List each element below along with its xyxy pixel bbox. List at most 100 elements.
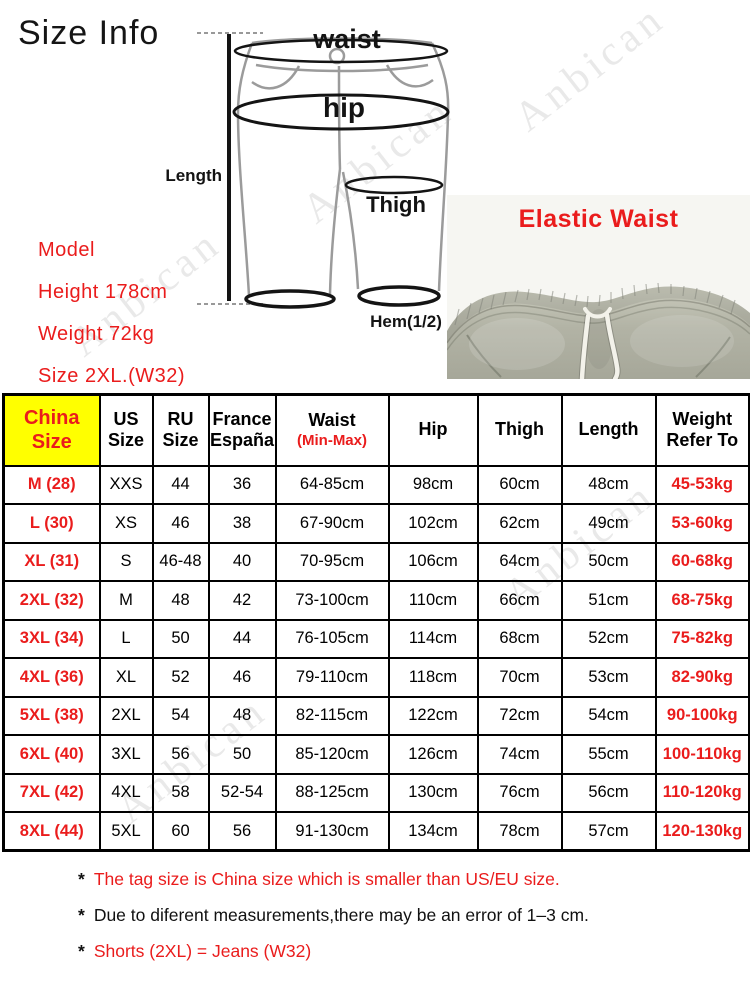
table-cell: 70cm [476,657,563,698]
table-cell: 76cm [476,772,563,813]
table-cell: 118cm [387,657,479,698]
table-cell: 85-120cm [274,734,390,775]
table-cell: 51cm [560,580,657,621]
header-length: Length [560,393,657,467]
note-text: Shorts (2XL) = Jeans (W32) [93,941,312,961]
note-text: Due to diferent measurements,there may b… [93,905,589,925]
table-cell: 75-82kg [654,618,750,659]
hem-label: Hem(1/2) [370,312,442,331]
elastic-waist-photo: Elastic Waist [447,195,750,379]
table-cell: 68cm [476,618,563,659]
table-cell: XL (31) [2,541,101,582]
table-cell: 45-53kg [654,464,750,505]
table-row: 8XL (44) 5XL 60 56 91-130cm 134cm 78cm 57cm 120-… [2,811,750,852]
table-cell: 6XL (40) [2,734,101,775]
length-label: Length [165,166,222,185]
table-cell: 74cm [476,734,563,775]
table-cell: 48 [151,580,210,621]
pocket-slit-right [695,336,731,378]
table-cell: 82-90kg [654,657,750,698]
table-cell: 64-85cm [274,464,390,505]
header-ru-size: RU Size [151,393,210,467]
table-cell: 70-95cm [274,541,390,582]
table-cell: 114cm [387,618,479,659]
table-cell: 7XL (42) [2,772,101,813]
table-row: 7XL (42) 4XL 58 52-54 88-125cm 130cm 76cm 56cm 1… [2,772,750,813]
table-cell: 100-110kg [654,734,750,775]
table-row: XL (31) S 46-48 40 70-95cm 106cm 64cm 50cm 60-68… [2,541,750,582]
model-info-line: Model [38,239,95,261]
table-cell: 4XL (36) [2,657,101,698]
hip-ellipse [232,93,450,131]
header-waist: Waist (Min-Max) [274,393,390,467]
table-cell: 40 [207,541,277,582]
table-row: L (30) XS 46 38 67-90cm 102cm 62cm 49cm 53-60kg [2,503,750,544]
table-cell: 3XL [98,734,154,775]
header-france: France España [207,393,277,467]
table-cell: 38 [207,503,277,544]
table-cell: 52 [151,657,210,698]
header-subline: (Min-Max) [297,432,367,450]
table-cell: 78cm [476,811,563,852]
table-cell: 88-125cm [274,772,390,813]
thigh-ellipse [344,175,444,195]
size-table-body: M (28) XXS 44 36 64-85cm 98cm 60cm 48cm 45-53kg L… [2,464,750,852]
table-cell: 5XL [98,811,154,852]
footnotes: * The tag size is China size which is sma… [78,869,589,977]
note-text: The tag size is China size which is smal… [93,869,560,889]
table-cell: 98cm [387,464,479,505]
table-cell: 2XL (32) [2,580,101,621]
note: * Shorts (2XL) = Jeans (W32) [78,941,589,962]
note-marker: * [78,905,85,925]
table-cell: 82-115cm [274,695,390,736]
table-cell: 50 [151,618,210,659]
header-line: China [23,407,80,430]
table-cell: 44 [151,464,210,505]
table-cell: 110cm [387,580,479,621]
model-info-line: Height 178cm [38,281,168,303]
table-cell: 36 [207,464,277,505]
hem-right-ellipse [357,285,441,307]
table-cell: L (30) [2,503,101,544]
table-cell: 46 [151,503,210,544]
table-cell: 106cm [387,541,479,582]
table-cell: 120-130kg [654,811,750,852]
table-cell: 48cm [560,464,657,505]
table-cell: 130cm [387,772,479,813]
table-cell: 73-100cm [274,580,390,621]
table-row: M (28) XXS 44 36 64-85cm 98cm 60cm 48cm 45-53kg [2,464,750,505]
photo-caption: Elastic Waist [518,205,679,233]
table-row: 4XL (36) XL 52 46 79-110cm 118cm 70cm 53cm 82-90… [2,657,750,698]
table-cell: 4XL [98,772,154,813]
note-marker: * [78,869,85,889]
table-cell: 57cm [560,811,657,852]
drawstring [578,307,621,379]
table-cell: 66cm [476,580,563,621]
table-cell: 53cm [560,657,657,698]
table-cell: 42 [207,580,277,621]
shorts-measurement-diagram: waist hip Thigh Length Hem(1/2) [165,24,450,331]
table-cell: 122cm [387,695,479,736]
table-cell: 64cm [476,541,563,582]
header-line: US [113,408,139,429]
header-line: Size [31,431,72,454]
header-line: RU [167,408,194,429]
model-info-line: Size 2XL.(W32) [38,365,186,387]
header-hip: Hip [387,393,479,467]
table-cell: 8XL (44) [2,811,101,852]
size-table: China Size US Size RU Size France España… [2,393,750,852]
table-cell: 2XL [98,695,154,736]
thigh-label: Thigh [366,192,426,217]
waist-ellipse [233,38,449,64]
model-info-line: Weight 72kg [38,323,155,345]
measurement-ellipses [232,38,450,309]
page-title: Size Info [18,14,160,52]
table-header-row: China Size US Size RU Size France España… [2,393,750,467]
hem-left-ellipse [244,289,336,309]
table-cell: 62cm [476,503,563,544]
header-china-size: China Size [2,393,101,467]
waist-label: waist [312,24,381,54]
note: * Due to diferent measurements,there may … [78,905,589,926]
table-cell: 102cm [387,503,479,544]
